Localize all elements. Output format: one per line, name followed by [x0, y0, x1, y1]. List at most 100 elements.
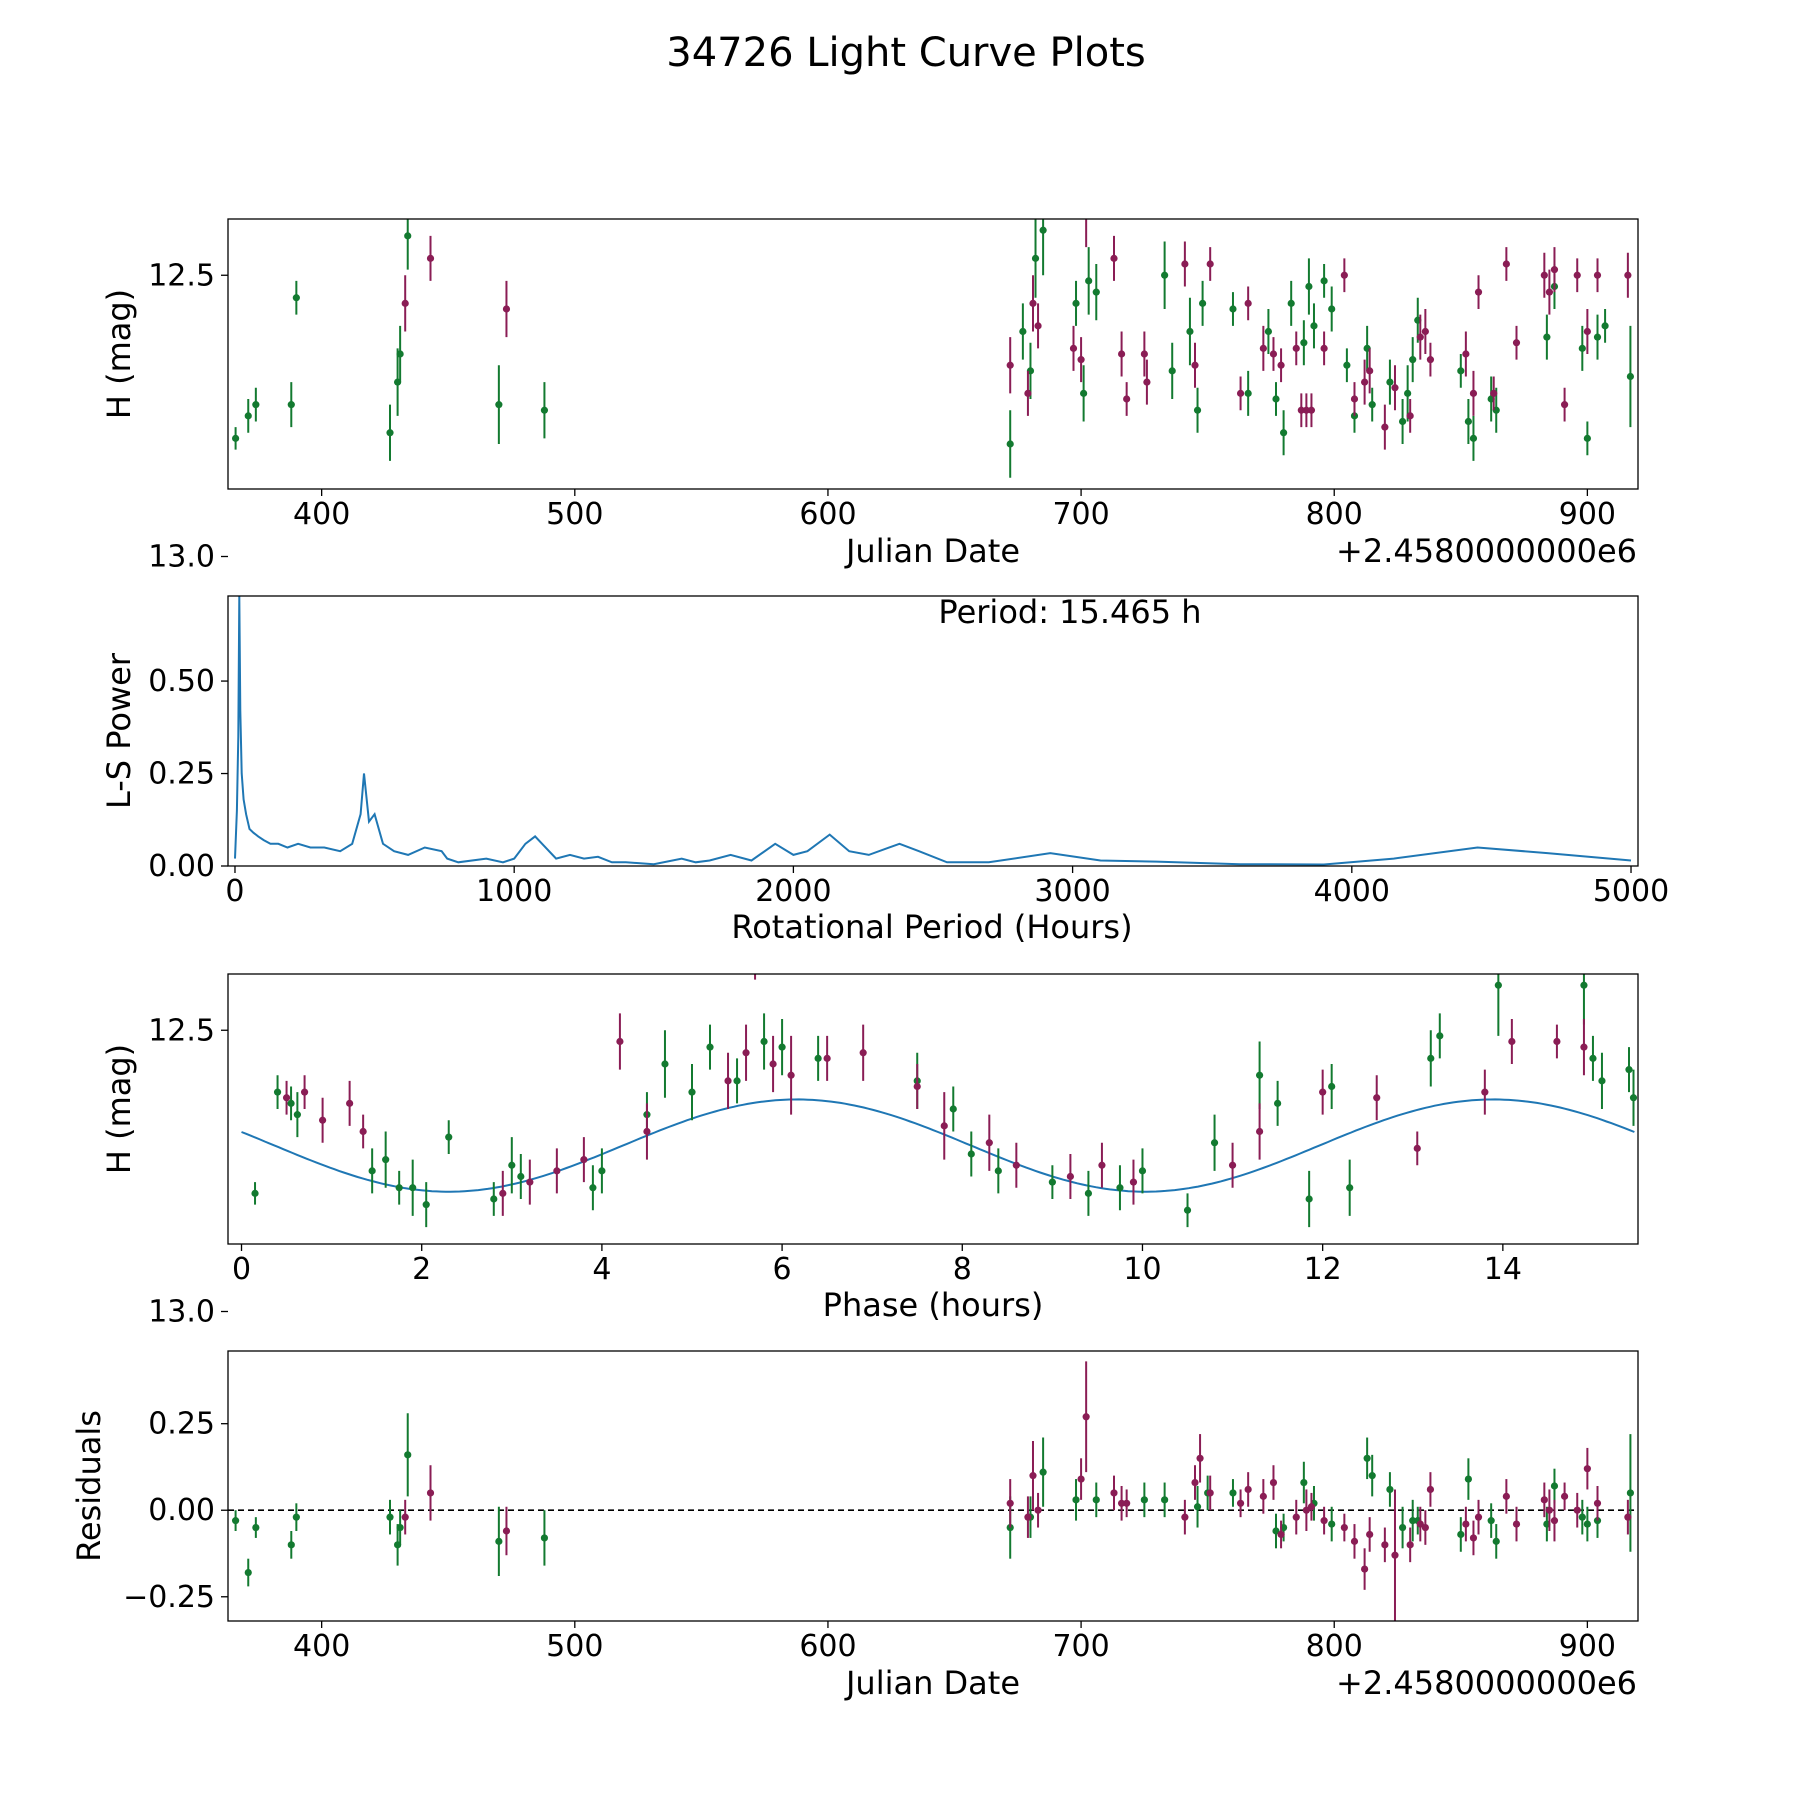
marker	[1350, 1537, 1359, 1545]
marker	[1421, 1523, 1429, 1532]
marker	[1292, 1513, 1300, 1521]
data-point-purple	[1545, 1489, 1554, 1531]
marker	[244, 1568, 252, 1577]
data-point-green	[409, 1159, 417, 1216]
marker	[1550, 266, 1559, 274]
data-point-green	[293, 1092, 301, 1138]
marker	[1340, 271, 1348, 279]
marker	[1264, 327, 1273, 336]
data-point-green	[404, 1413, 412, 1497]
x-tick-label: 1000	[476, 874, 552, 909]
phase-x-label: Phase (hours)	[823, 1286, 1044, 1324]
data-point-purple	[1123, 1489, 1131, 1518]
marker	[300, 1088, 309, 1096]
marker	[1593, 1499, 1602, 1507]
x-tick-label: 600	[799, 1629, 856, 1664]
data-point-purple	[787, 1035, 795, 1115]
marker	[1391, 384, 1399, 392]
marker	[1297, 406, 1305, 414]
marker	[1583, 327, 1591, 336]
data-point-purple	[526, 1159, 534, 1205]
data-point-green	[1580, 974, 1588, 1025]
data-point-purple	[1082, 1361, 1090, 1473]
marker	[760, 1037, 768, 1046]
marker	[733, 1077, 741, 1085]
data-point-green	[1031, 219, 1040, 298]
model-fit-curve	[241, 1098, 1635, 1193]
marker	[1409, 356, 1417, 364]
marker	[787, 1071, 795, 1079]
marker	[273, 1088, 282, 1096]
data-point-purple	[1361, 359, 1369, 405]
marker	[1259, 1492, 1267, 1500]
marker	[1398, 1523, 1407, 1532]
marker	[598, 1167, 606, 1175]
data-point-purple	[1573, 258, 1581, 293]
periodogram-plot-area	[234, 596, 1632, 866]
data-point-purple	[1560, 1482, 1569, 1511]
marker	[231, 434, 240, 442]
marker	[1117, 350, 1126, 358]
data-point-green	[1092, 1482, 1100, 1518]
marker	[540, 406, 549, 414]
marker	[1487, 1517, 1495, 1525]
data-point-green	[386, 1499, 394, 1535]
y-tick-label: 12.5	[148, 1013, 215, 1048]
marker	[1292, 344, 1300, 352]
marker	[244, 412, 252, 420]
data-point-purple	[1292, 1499, 1300, 1535]
marker	[1368, 1472, 1376, 1480]
data-point-green	[1328, 286, 1336, 332]
data-point-purple	[859, 1024, 867, 1081]
data-point-green	[1578, 1499, 1586, 1535]
marker	[1191, 361, 1199, 369]
data-point-green	[1244, 370, 1252, 416]
marker	[1186, 327, 1194, 336]
marker	[1048, 1178, 1056, 1186]
x-tick-label: 800	[1306, 497, 1363, 532]
x-tick-label: 4000	[1314, 874, 1390, 909]
marker	[495, 401, 503, 409]
marker	[1583, 1520, 1591, 1528]
marker	[490, 1195, 498, 1203]
data-point-green	[251, 1182, 259, 1205]
data-point-green	[1138, 1148, 1147, 1194]
marker	[1469, 1534, 1478, 1542]
data-point-purple	[1110, 235, 1118, 281]
data-point-green	[1363, 1437, 1371, 1480]
data-point-green	[1625, 1047, 1633, 1093]
data-point-green	[1274, 1080, 1282, 1126]
data-point-purple	[1366, 348, 1374, 394]
data-point-purple	[1540, 252, 1548, 298]
data-point-green	[1310, 303, 1318, 349]
marker	[395, 1184, 403, 1192]
data-point-green	[1006, 410, 1014, 478]
residuals-x-label: Julian Date	[844, 1664, 1020, 1702]
periodogram-panel: 0 1000 2000 3000 4000 5000 0.00 0.25 0.50 Period…	[100, 593, 1669, 946]
data-point-purple	[1391, 1489, 1399, 1621]
marker	[1462, 350, 1470, 358]
marker	[292, 294, 300, 302]
data-point-green	[589, 1165, 597, 1211]
data-point-purple	[1236, 376, 1245, 411]
data-point-purple	[1490, 376, 1498, 411]
x-tick-label: 800	[1306, 1629, 1363, 1664]
marker	[1255, 1127, 1264, 1136]
marker	[251, 1189, 259, 1197]
data-point-purple	[1545, 269, 1554, 315]
marker	[1193, 1503, 1202, 1511]
data-point-green	[688, 1064, 696, 1121]
marker	[1310, 322, 1318, 330]
marker	[1540, 1496, 1548, 1504]
marker	[404, 232, 412, 240]
marker	[1413, 1144, 1421, 1152]
marker	[386, 429, 394, 437]
lightcurve-plot-area	[231, 219, 1635, 478]
marker	[1462, 1520, 1470, 1528]
data-point-green	[1305, 1170, 1313, 1228]
marker	[1469, 389, 1478, 397]
marker	[1012, 1161, 1020, 1169]
marker	[1343, 361, 1351, 369]
x-tick-label: 3000	[1034, 874, 1110, 909]
